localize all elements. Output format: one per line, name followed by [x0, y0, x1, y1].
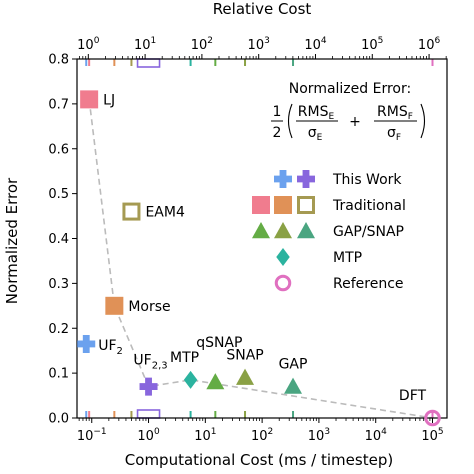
- y-tick-label: 0.7: [48, 97, 69, 112]
- y-tick-label: 0.1: [48, 367, 69, 382]
- formula-one: 1: [273, 104, 282, 120]
- data-point: [236, 368, 255, 385]
- point-label: SNAP: [226, 348, 263, 364]
- y-tick-label: 0.6: [48, 142, 69, 157]
- data-point: [424, 409, 441, 427]
- formula-plus: +: [349, 114, 361, 130]
- x-tick-label: 10−1: [77, 427, 107, 444]
- data-point: [183, 370, 198, 389]
- formula-sigma-f: σF: [387, 125, 401, 143]
- legend-marker: [274, 170, 292, 188]
- point-label: qSNAP: [196, 335, 242, 351]
- x-tick-label: 105: [421, 427, 443, 444]
- legend: Normalized Error: 1 2 RMSE σE + RMSF σF This Wor…: [252, 81, 426, 292]
- rug-box: [136, 409, 161, 419]
- point-label: UF2: [98, 338, 123, 357]
- top-tick-label: 103: [248, 36, 270, 53]
- x-tick-label: 102: [251, 427, 273, 444]
- legend-marker: [297, 170, 315, 188]
- paren-right: [420, 103, 426, 139]
- paren-left: [287, 103, 293, 139]
- legend-marker: [276, 248, 290, 266]
- data-point: [105, 296, 124, 315]
- data-point: [284, 377, 303, 394]
- y-tick-label: 0.8: [48, 53, 69, 68]
- top-tick-label: 102: [191, 36, 213, 53]
- legend-marker: [297, 196, 315, 214]
- top-axis-label: Relative Cost: [213, 0, 312, 18]
- point-label: Morse: [128, 299, 170, 315]
- top-tick-label: 100: [77, 36, 100, 53]
- y-tick-label: 0.0: [48, 412, 69, 427]
- x-tick-label: 100: [137, 427, 160, 444]
- legend-label: MTP: [333, 250, 362, 266]
- formula-rmse: RMSE: [298, 104, 335, 122]
- x-axis-label: Computational Cost (ms / timestep): [125, 451, 393, 469]
- point-label: GAP: [279, 357, 308, 373]
- legend-marker: [252, 222, 270, 239]
- data-point: [122, 202, 141, 221]
- x-tick-label: 103: [308, 427, 330, 444]
- point-label: UF2,3: [133, 353, 167, 372]
- legend-marker: [274, 196, 292, 214]
- y-tick-label: 0.4: [48, 232, 69, 247]
- x-tick-label: 101: [194, 427, 216, 444]
- pareto-front-line: [88, 99, 433, 419]
- rug-box: [136, 58, 161, 68]
- formula-two: 2: [273, 125, 282, 141]
- data-point: [80, 90, 99, 109]
- data-point: [139, 377, 158, 396]
- top-tick-label: 106: [418, 36, 441, 53]
- legend-label: Traditional: [332, 198, 406, 214]
- legend-marker: [297, 222, 315, 239]
- data-point: [77, 334, 96, 353]
- legend-marker: [274, 222, 292, 239]
- point-label: LJ: [103, 92, 115, 108]
- top-tick-label: 104: [304, 36, 327, 53]
- top-tick-label: 105: [361, 36, 383, 53]
- formula-rmsf: RMSF: [377, 104, 413, 122]
- y-tick-label: 0.5: [48, 187, 69, 202]
- y-axis-label: Normalized Error: [3, 177, 21, 304]
- point-label: DFT: [399, 388, 427, 404]
- point-label: EAM4: [145, 205, 185, 221]
- y-tick-label: 0.2: [48, 322, 69, 337]
- formula-sigma-e: σE: [308, 125, 323, 143]
- top-tick-label: 101: [134, 36, 156, 53]
- legend-label: Reference: [333, 276, 404, 292]
- data-point: [206, 373, 225, 390]
- legend-label: GAP/SNAP: [333, 224, 404, 240]
- x-tick-label: 104: [365, 427, 388, 444]
- legend-marker: [274, 274, 292, 292]
- legend-label: This Work: [332, 172, 402, 188]
- y-tick-label: 0.3: [48, 277, 69, 292]
- point-label: MTP: [170, 350, 199, 366]
- legend-marker: [252, 196, 270, 214]
- legend-title: Normalized Error:: [289, 81, 411, 97]
